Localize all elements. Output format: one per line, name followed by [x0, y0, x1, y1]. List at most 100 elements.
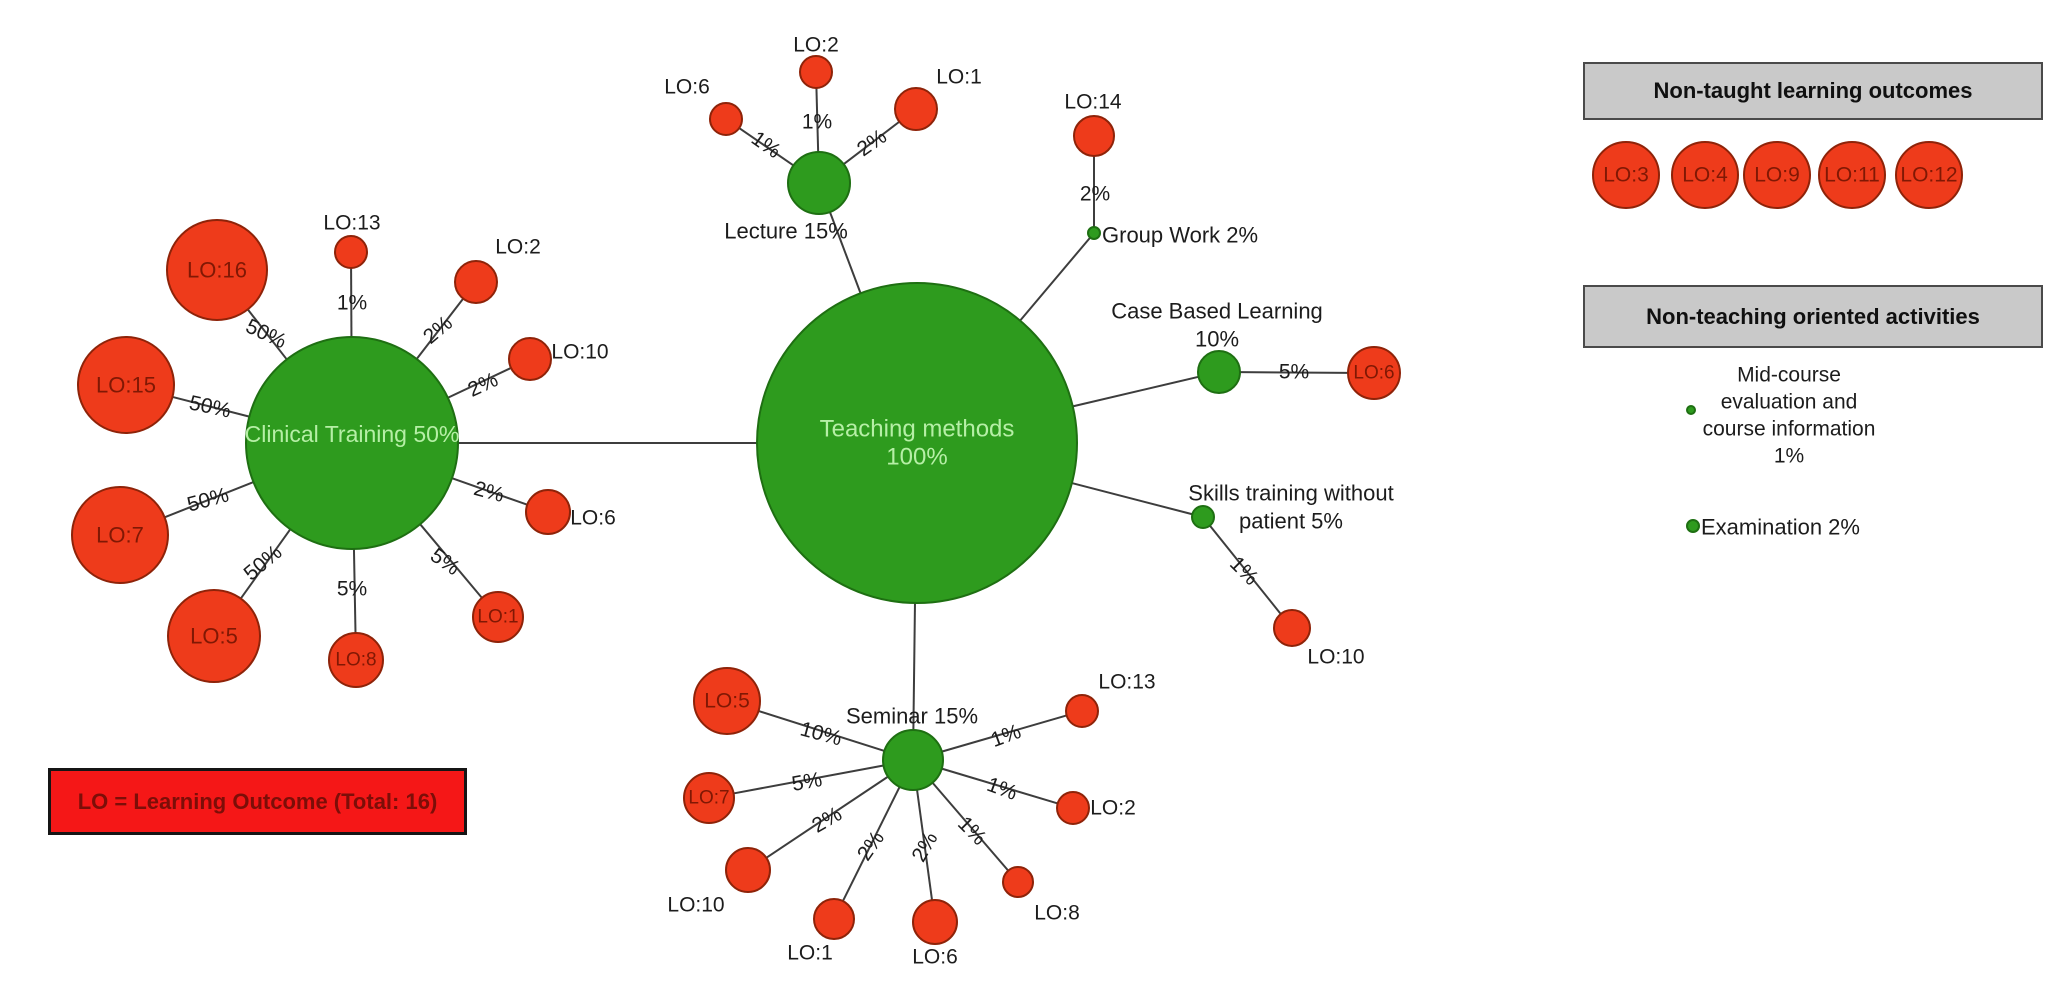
node-case-based-learning — [1197, 350, 1241, 394]
node-clinical-training — [245, 336, 459, 550]
edge-label-lo10-clinical-clinical-training: 2% — [464, 368, 501, 402]
node-lo13-seminar — [1065, 694, 1099, 728]
edge-label-lo6-lecture-lecture: 1% — [747, 127, 785, 163]
node-label-lo14: LO:14 — [1064, 91, 1122, 114]
node-lo10-seminar — [725, 847, 771, 893]
node-lo2-clinical — [454, 260, 498, 304]
node-lo13-clinical — [334, 235, 368, 269]
edge-case-based-learning-teaching-methods — [1072, 375, 1199, 408]
node-label-lo6-cbl: LO:6 — [1353, 363, 1394, 384]
node-label-lo13-seminar: LO:13 — [1098, 671, 1155, 694]
node-label-lo10-seminar: LO:10 — [667, 894, 724, 917]
node-label-lo1-seminar: LO:1 — [787, 942, 833, 965]
node-label-lo3-nt: LO:3 — [1603, 164, 1649, 187]
node-lo6-lecture — [709, 102, 743, 136]
non-taught-header: Non-taught learning outcomes — [1583, 62, 2043, 120]
node-label-lo6-lecture: LO:6 — [664, 76, 710, 99]
node-label-lo4-nt: LO:4 — [1682, 164, 1728, 187]
edge-lo1-seminar-seminar — [842, 786, 901, 902]
edge-lo1-clinical-clinical-training — [419, 523, 483, 599]
edge-lo8-seminar-seminar — [931, 782, 1009, 872]
edge-lo5-clinical-clinical-training — [239, 528, 292, 600]
edge-lo1-lecture-lecture — [843, 120, 900, 165]
edge-lo2-seminar-seminar — [941, 767, 1058, 805]
edge-lo10-clinical-clinical-training — [447, 367, 512, 399]
edge-label-lo16-clinical-clinical-training: 50% — [242, 315, 290, 354]
edge-label-lo2-clinical-clinical-training: 2% — [419, 311, 457, 348]
node-label-lo16-clinical: LO:16 — [187, 258, 247, 283]
node-label-lo10-skills: LO:10 — [1307, 646, 1364, 669]
non-taught-title: Non-taught learning outcomes — [1653, 78, 1973, 103]
node-lo15-clinical — [77, 336, 175, 434]
edge-label-lo1-lecture-lecture: 2% — [853, 125, 891, 161]
node-label-lo9-nt: LO:9 — [1754, 164, 1800, 187]
node-lo10-skills — [1273, 609, 1311, 647]
edge-label-lo5-clinical-clinical-training: 50% — [240, 541, 287, 586]
node-examination-dot — [1686, 519, 1700, 533]
edge-lo6-clinical-clinical-training — [451, 477, 528, 506]
node-lo9-nt — [1743, 141, 1811, 209]
node-label-clinical-training: Clinical Training 50% — [245, 421, 460, 447]
node-lo8-seminar — [1002, 866, 1034, 898]
node-label-seminar: Seminar 15% — [846, 704, 978, 729]
node-label-lo6-seminar: LO:6 — [912, 946, 958, 969]
text-skills-label-1: Skills training without — [1188, 481, 1393, 506]
text-group-work-label: Group Work 2% — [1102, 223, 1258, 248]
node-skills-training — [1191, 505, 1215, 529]
edge-label-lo2-lecture-lecture: 1% — [802, 111, 832, 134]
edge-lo5-seminar-seminar — [758, 710, 885, 752]
node-midcourse-dot — [1686, 405, 1696, 415]
node-lo16-clinical — [166, 219, 268, 321]
node-lo6-cbl — [1347, 346, 1401, 400]
edge-label-lo6-seminar-seminar: 2% — [907, 828, 942, 866]
node-label-lo13-clinical: LO:13 — [323, 212, 380, 235]
node-label-teaching-methods: Teaching methods — [820, 416, 1015, 443]
edge-label-lo1-clinical-clinical-training: 5% — [426, 544, 464, 580]
node-label-lo2-clinical: LO:2 — [495, 236, 541, 259]
node-seminar — [882, 729, 944, 791]
edge-seminar-teaching-methods — [912, 602, 916, 731]
node-lo3-nt — [1592, 141, 1660, 209]
node-lo7-clinical — [71, 486, 169, 584]
edge-lo6-lecture-lecture — [738, 127, 795, 167]
edge-lo16-clinical-clinical-training — [246, 308, 288, 361]
edge-label-lo1-seminar-seminar: 2% — [853, 827, 889, 865]
edge-label-lo7-clinical-clinical-training: 50% — [185, 483, 232, 516]
node-label-lo6-clinical: LO:6 — [570, 507, 616, 530]
text-midcourse-line-3: course information — [1703, 418, 1876, 441]
edge-label-lo15-clinical-clinical-training: 50% — [187, 391, 233, 422]
non-teaching-header: Non-teaching oriented activities — [1583, 285, 2043, 348]
text-midcourse-line-4: 1% — [1774, 445, 1804, 468]
edge-lo10-seminar-seminar — [765, 775, 889, 859]
text-skills-label-2: patient 5% — [1239, 509, 1343, 534]
edge-lo7-seminar-seminar — [733, 764, 884, 795]
edge-label-lo13-clinical-clinical-training: 1% — [337, 292, 367, 315]
node-label-lo5-clinical: LO:5 — [190, 624, 238, 649]
node-lo8-clinical — [328, 632, 384, 688]
node-lo12-nt — [1895, 141, 1963, 209]
node-label-lo15-clinical: LO:15 — [96, 373, 156, 398]
node-lo11-nt — [1818, 141, 1886, 209]
node-label-lo5-seminar: LO:5 — [704, 690, 750, 713]
node-label-lo11-nt: LO:11 — [1824, 164, 1880, 187]
edge-label-lo14-group-work: 2% — [1080, 183, 1110, 206]
edge-label-lo8-clinical-clinical-training: 5% — [337, 578, 367, 601]
text-midcourse-line-2: evaluation and — [1721, 391, 1858, 414]
legend-box: LO = Learning Outcome (Total: 16) — [48, 768, 467, 835]
node-label-lo12-nt: LO:12 — [1900, 164, 1957, 187]
node-label-lo1-clinical: LO:1 — [477, 607, 518, 628]
node-lo2-seminar — [1056, 791, 1090, 825]
node-label-lo1-lecture: LO:1 — [936, 66, 982, 89]
node-label-lo10-clinical: LO:10 — [551, 341, 608, 364]
edge-lecture-teaching-methods — [828, 211, 862, 294]
node-label-teaching-methods: 100% — [886, 444, 947, 471]
text-midcourse-line-1: Mid-course — [1737, 364, 1841, 387]
node-label-lo7-clinical: LO:7 — [96, 523, 144, 548]
edge-label-lo7-seminar-seminar: 5% — [790, 768, 824, 796]
node-lo6-seminar — [912, 899, 958, 945]
node-lo1-lecture — [894, 87, 938, 131]
node-lo14 — [1073, 115, 1115, 157]
node-lo1-seminar — [813, 898, 855, 940]
legend-label: LO = Learning Outcome (Total: 16) — [77, 788, 438, 814]
